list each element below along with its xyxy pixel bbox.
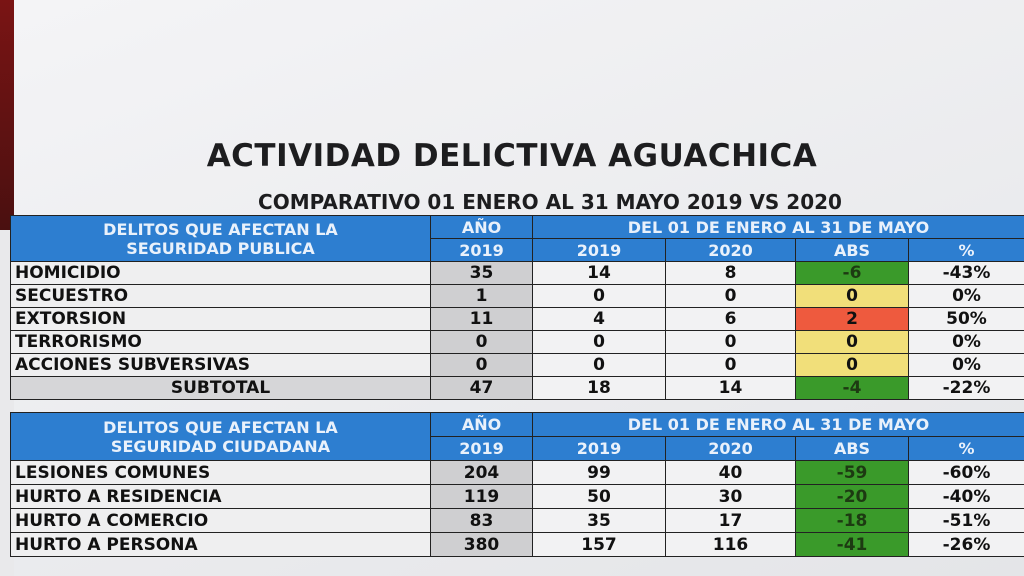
pct-change: 0% bbox=[908, 353, 1024, 377]
abs-change: 0 bbox=[795, 353, 909, 377]
header-row: 2019 2019 2020 ABS % bbox=[11, 436, 1024, 461]
abs-change: -6 bbox=[795, 261, 909, 285]
row-label: TERRORISMO bbox=[10, 330, 431, 354]
value-2020: 14 bbox=[665, 376, 796, 400]
row-label: SUBTOTAL bbox=[10, 376, 431, 400]
table-seguridad-ciudadana: DELITOS QUE AFECTAN LA SEGURIDAD CIUDADAN… bbox=[10, 412, 1024, 557]
row-label: HURTO A PERSONA bbox=[10, 532, 431, 557]
year-header: AÑO bbox=[430, 412, 533, 437]
period-header: DEL 01 DE ENERO AL 31 DE MAYO bbox=[532, 412, 1024, 437]
value-2020: 0 bbox=[665, 284, 796, 308]
value-2019: 35 bbox=[532, 508, 666, 533]
year-total: 380 bbox=[430, 532, 533, 557]
table-row: HOMICIDIO 35 14 8 -6 -43% bbox=[10, 261, 1024, 285]
col-2020-header: 2020 bbox=[665, 238, 796, 262]
pct-change: 50% bbox=[908, 307, 1024, 331]
value-2019: 0 bbox=[532, 284, 666, 308]
pct-change: -60% bbox=[908, 460, 1024, 485]
year-total: 11 bbox=[430, 307, 533, 331]
value-2020: 30 bbox=[665, 484, 796, 509]
pct-change: -51% bbox=[908, 508, 1024, 533]
subtotal-row: SUBTOTAL 47 18 14 -4 -22% bbox=[10, 376, 1024, 400]
pct-change: -22% bbox=[908, 376, 1024, 400]
category-header: DELITOS QUE AFECTAN LA SEGURIDAD PUBLICA bbox=[10, 215, 431, 262]
value-2019: 0 bbox=[532, 330, 666, 354]
table-row: HURTO A PERSONA 380 157 116 -41 -26% bbox=[10, 532, 1024, 557]
year-value-header: 2019 bbox=[430, 238, 533, 262]
value-2019: 50 bbox=[532, 484, 666, 509]
col-abs-header: ABS bbox=[795, 238, 909, 262]
col-abs-header: ABS bbox=[795, 436, 909, 461]
value-2020: 116 bbox=[665, 532, 796, 557]
header-row: DELITOS QUE AFECTAN LA SEGURIDAD PUBLICA … bbox=[10, 215, 1024, 262]
pct-change: -40% bbox=[908, 484, 1024, 509]
pct-change: 0% bbox=[908, 330, 1024, 354]
col-2020-header: 2020 bbox=[665, 436, 796, 461]
category-header-line2: SEGURIDAD CIUDADANA bbox=[110, 436, 331, 456]
year-value-header: 2019 bbox=[430, 436, 533, 461]
table-row: SECUESTRO 1 0 0 0 0% bbox=[10, 284, 1024, 308]
abs-change: -41 bbox=[795, 532, 909, 557]
header-row: DELITOS QUE AFECTAN LA SEGURIDAD CIUDADAN… bbox=[10, 412, 1024, 461]
category-header-line2: SEGURIDAD PUBLICA bbox=[126, 238, 315, 258]
year-header: AÑO bbox=[430, 215, 533, 239]
abs-change: 0 bbox=[795, 284, 909, 308]
document-title: ACTIVIDAD DELICTIVA AGUACHICA bbox=[206, 138, 818, 174]
value-2019: 99 bbox=[532, 460, 666, 485]
year-total: 0 bbox=[430, 330, 533, 354]
col-pct-header: % bbox=[908, 436, 1024, 461]
table-row: EXTORSION 11 4 6 2 50% bbox=[10, 307, 1024, 331]
value-2019: 14 bbox=[532, 261, 666, 285]
value-2020: 0 bbox=[665, 353, 796, 377]
pct-change: -26% bbox=[908, 532, 1024, 557]
row-label: ACCIONES SUBVERSIVAS bbox=[10, 353, 431, 377]
col-2019-header: 2019 bbox=[532, 238, 666, 262]
period-header: DEL 01 DE ENERO AL 31 DE MAYO bbox=[532, 215, 1024, 239]
table-row: ACCIONES SUBVERSIVAS 0 0 0 0 0% bbox=[10, 353, 1024, 377]
category-header: DELITOS QUE AFECTAN LA SEGURIDAD CIUDADAN… bbox=[10, 412, 431, 461]
year-total: 204 bbox=[430, 460, 533, 485]
year-total: 83 bbox=[430, 508, 533, 533]
abs-change: -4 bbox=[795, 376, 909, 400]
table-row: LESIONES COMUNES 204 99 40 -59 -60% bbox=[10, 460, 1024, 485]
table-row: HURTO A RESIDENCIA 119 50 30 -20 -40% bbox=[10, 484, 1024, 509]
value-2020: 8 bbox=[665, 261, 796, 285]
abs-change: -18 bbox=[795, 508, 909, 533]
value-2019: 18 bbox=[532, 376, 666, 400]
abs-change: 0 bbox=[795, 330, 909, 354]
row-label: EXTORSION bbox=[10, 307, 431, 331]
year-total: 119 bbox=[430, 484, 533, 509]
row-label: HURTO A COMERCIO bbox=[10, 508, 431, 533]
table-row: TERRORISMO 0 0 0 0 0% bbox=[10, 330, 1024, 354]
year-total: 47 bbox=[430, 376, 533, 400]
row-label: SECUESTRO bbox=[10, 284, 431, 308]
year-total: 1 bbox=[430, 284, 533, 308]
table-row: HURTO A COMERCIO 83 35 17 -18 -51% bbox=[10, 508, 1024, 533]
value-2020: 17 bbox=[665, 508, 796, 533]
abs-change: 2 bbox=[795, 307, 909, 331]
value-2020: 40 bbox=[665, 460, 796, 485]
pct-change: 0% bbox=[908, 284, 1024, 308]
pct-change: -43% bbox=[908, 261, 1024, 285]
table-seguridad-publica: DELITOS QUE AFECTAN LA SEGURIDAD PUBLICA … bbox=[10, 215, 1024, 400]
row-label: HURTO A RESIDENCIA bbox=[10, 484, 431, 509]
category-header-line1: DELITOS QUE AFECTAN LA bbox=[103, 219, 338, 239]
value-2019: 4 bbox=[532, 307, 666, 331]
abs-change: -59 bbox=[795, 460, 909, 485]
category-header-line1: DELITOS QUE AFECTAN LA bbox=[103, 417, 338, 437]
year-total: 35 bbox=[430, 261, 533, 285]
col-pct-header: % bbox=[908, 238, 1024, 262]
abs-change: -20 bbox=[795, 484, 909, 509]
row-label: LESIONES COMUNES bbox=[10, 460, 431, 485]
document-subtitle: COMPARATIVO 01 ENERO AL 31 MAYO 2019 VS … bbox=[258, 190, 842, 214]
year-total: 0 bbox=[430, 353, 533, 377]
value-2019: 157 bbox=[532, 532, 666, 557]
value-2020: 6 bbox=[665, 307, 796, 331]
header-row: 2019 2019 2020 ABS % bbox=[11, 238, 1024, 262]
value-2020: 0 bbox=[665, 330, 796, 354]
col-2019-header: 2019 bbox=[532, 436, 666, 461]
value-2019: 0 bbox=[532, 353, 666, 377]
row-label: HOMICIDIO bbox=[10, 261, 431, 285]
